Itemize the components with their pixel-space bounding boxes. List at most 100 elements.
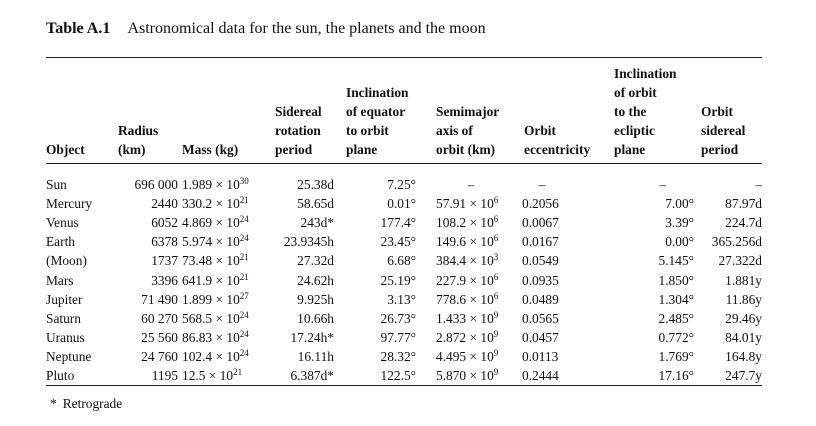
cell-radius: 1737 — [151, 253, 178, 269]
cell-mass-base: 568.5 × 10 — [182, 310, 240, 326]
cell-axis-base: 227.9 × 10 — [436, 272, 494, 288]
cell-incl-equator: 122.5° — [380, 368, 416, 383]
cell-mass-exponent: 21 — [239, 252, 249, 263]
cell-radius: 6378 — [151, 234, 178, 250]
cell-eccentricity: 0.2444 — [522, 368, 559, 383]
cell-axis-exponent: 3 — [493, 252, 499, 263]
cell-eccentricity: 0.0113 — [522, 348, 559, 364]
cell-incl-orbit: 7.00° — [665, 196, 694, 212]
cell-mass: 1.989 × 1030 — [182, 175, 272, 194]
cell-period: 87.97d — [725, 196, 762, 212]
cell-object: Mars — [46, 272, 74, 288]
cell-mass-base: 4.869 × 10 — [182, 215, 240, 231]
cell-rotation: 17.24h* — [290, 329, 334, 345]
cell-rotation: 25.38d — [297, 177, 334, 192]
table-title: Astronomical data for the sun, the plane… — [127, 20, 486, 37]
cell-mass-base: 1.899 × 10 — [182, 291, 240, 307]
cell-axis: 227.9 × 106 — [436, 271, 526, 290]
cell-incl-orbit: 1.304° — [658, 291, 694, 307]
cell-mass: 5.974 × 1024 — [182, 232, 272, 251]
cell-incl-equator: 25.19° — [380, 272, 416, 288]
cell-mass-base: 5.974 × 10 — [182, 234, 240, 250]
cell-incl-orbit: 17.16° — [658, 368, 694, 383]
cell-axis-exponent: 9 — [493, 309, 499, 320]
cell-eccentricity: 0.0457 — [522, 329, 559, 345]
cell-incl-orbit: 1.769° — [658, 348, 694, 364]
cell-axis-exponent: 9 — [493, 347, 499, 358]
cell-incl-orbit: 3.39° — [665, 215, 694, 231]
cell-radius: 3396 — [151, 272, 178, 288]
cell-axis-base: 57.91 × 10 — [436, 196, 494, 212]
cell-rotation: 16.11h — [297, 348, 334, 364]
cell-eccentricity: 0.2056 — [522, 196, 559, 212]
cell-radius: 60 270 — [141, 310, 178, 326]
cell-incl-equator: 23.45° — [380, 234, 416, 250]
cell-object: Neptune — [46, 348, 92, 364]
cell-incl-orbit: 5.145° — [658, 253, 694, 269]
cell-mass: 73.48 × 1021 — [182, 251, 272, 270]
cell-mass: 568.5 × 1024 — [182, 309, 272, 328]
cell-mass: 1.899 × 1027 — [182, 290, 272, 309]
footnote: * Retrograde — [50, 396, 122, 412]
cell-incl-orbit: 0.00° — [665, 234, 694, 250]
header-eccentricity: Orbit eccentricity — [524, 123, 591, 157]
cell-period: 365.256d — [711, 234, 762, 250]
cell-axis-base: 5.870 × 10 — [436, 368, 494, 383]
cell-incl-orbit: – — [659, 177, 666, 192]
cell-mass-exponent: 24 — [239, 347, 249, 358]
cell-mass-base: 73.48 × 10 — [182, 253, 240, 269]
cell-radius: 71 490 — [141, 291, 178, 307]
cell-axis-exponent: 9 — [493, 328, 499, 339]
cell-radius: 25 560 — [141, 329, 178, 345]
cell-period: 27.322d — [718, 253, 762, 269]
cell-axis-base: – — [467, 177, 475, 192]
cell-axis: 2.872 × 109 — [436, 328, 526, 347]
cell-period: 11.86y — [725, 291, 762, 307]
cell-incl-orbit: 0.772° — [658, 329, 694, 345]
cell-mass-exponent: 24 — [239, 233, 249, 244]
cell-eccentricity: 0.0549 — [522, 253, 559, 269]
cell-axis-base: 149.6 × 10 — [436, 234, 494, 250]
top-rule — [46, 57, 762, 58]
cell-axis: 1.433 × 109 — [436, 309, 526, 328]
cell-period: 247.7y — [725, 368, 762, 383]
cell-object: Sun — [46, 177, 67, 192]
cell-object: Mercury — [46, 196, 93, 212]
cell-axis-base: 4.495 × 10 — [436, 348, 494, 364]
cell-incl-equator: 6.68° — [387, 253, 416, 269]
cell-mass-exponent: 27 — [239, 290, 249, 301]
cell-eccentricity: 0.0067 — [522, 215, 559, 231]
cell-eccentricity: 0.0935 — [522, 272, 559, 288]
cell-axis-exponent: 9 — [493, 367, 499, 377]
cell-mass-base: 641.9 × 10 — [182, 272, 240, 288]
cell-rotation: 243d* — [300, 215, 334, 231]
cell-object: Saturn — [46, 310, 81, 326]
header-rule — [46, 163, 762, 164]
cell-mass-exponent: 24 — [239, 214, 249, 225]
cell-period: – — [755, 177, 762, 192]
cell-incl-equator: 7.25° — [387, 177, 416, 192]
cell-axis-base: 1.433 × 10 — [436, 310, 494, 326]
cell-axis-base: 2.872 × 10 — [436, 329, 494, 345]
cell-mass: 12.5 × 1021 — [182, 366, 272, 385]
cell-radius: 24 760 — [141, 348, 178, 364]
footnote-text: Retrograde — [62, 396, 123, 411]
cell-incl-equator: 0.01° — [387, 196, 416, 212]
cell-rotation: 9.925h — [297, 291, 334, 307]
footnote-symbol: * — [50, 396, 57, 411]
cell-mass: 86.83 × 1024 — [182, 328, 272, 347]
cell-period: 1.881y — [725, 272, 762, 288]
cell-eccentricity: – — [538, 177, 546, 192]
cell-axis: – — [436, 175, 506, 194]
cell-object: Earth — [46, 234, 75, 250]
cell-mass-base: 330.2 × 10 — [182, 196, 240, 212]
cell-mass: 330.2 × 1021 — [182, 194, 272, 213]
cell-axis: 4.495 × 109 — [436, 347, 526, 366]
header-semimajor-axis: Semimajor axis of orbit (km) — [436, 104, 500, 157]
cell-incl-equator: 177.4° — [380, 215, 416, 231]
cell-mass-exponent: 30 — [239, 176, 249, 186]
cell-axis-base: 384.4 × 10 — [436, 253, 494, 269]
cell-rotation: 6.387d* — [290, 368, 334, 383]
cell-eccentricity: 0.0489 — [522, 291, 559, 307]
cell-axis-exponent: 6 — [493, 290, 499, 301]
